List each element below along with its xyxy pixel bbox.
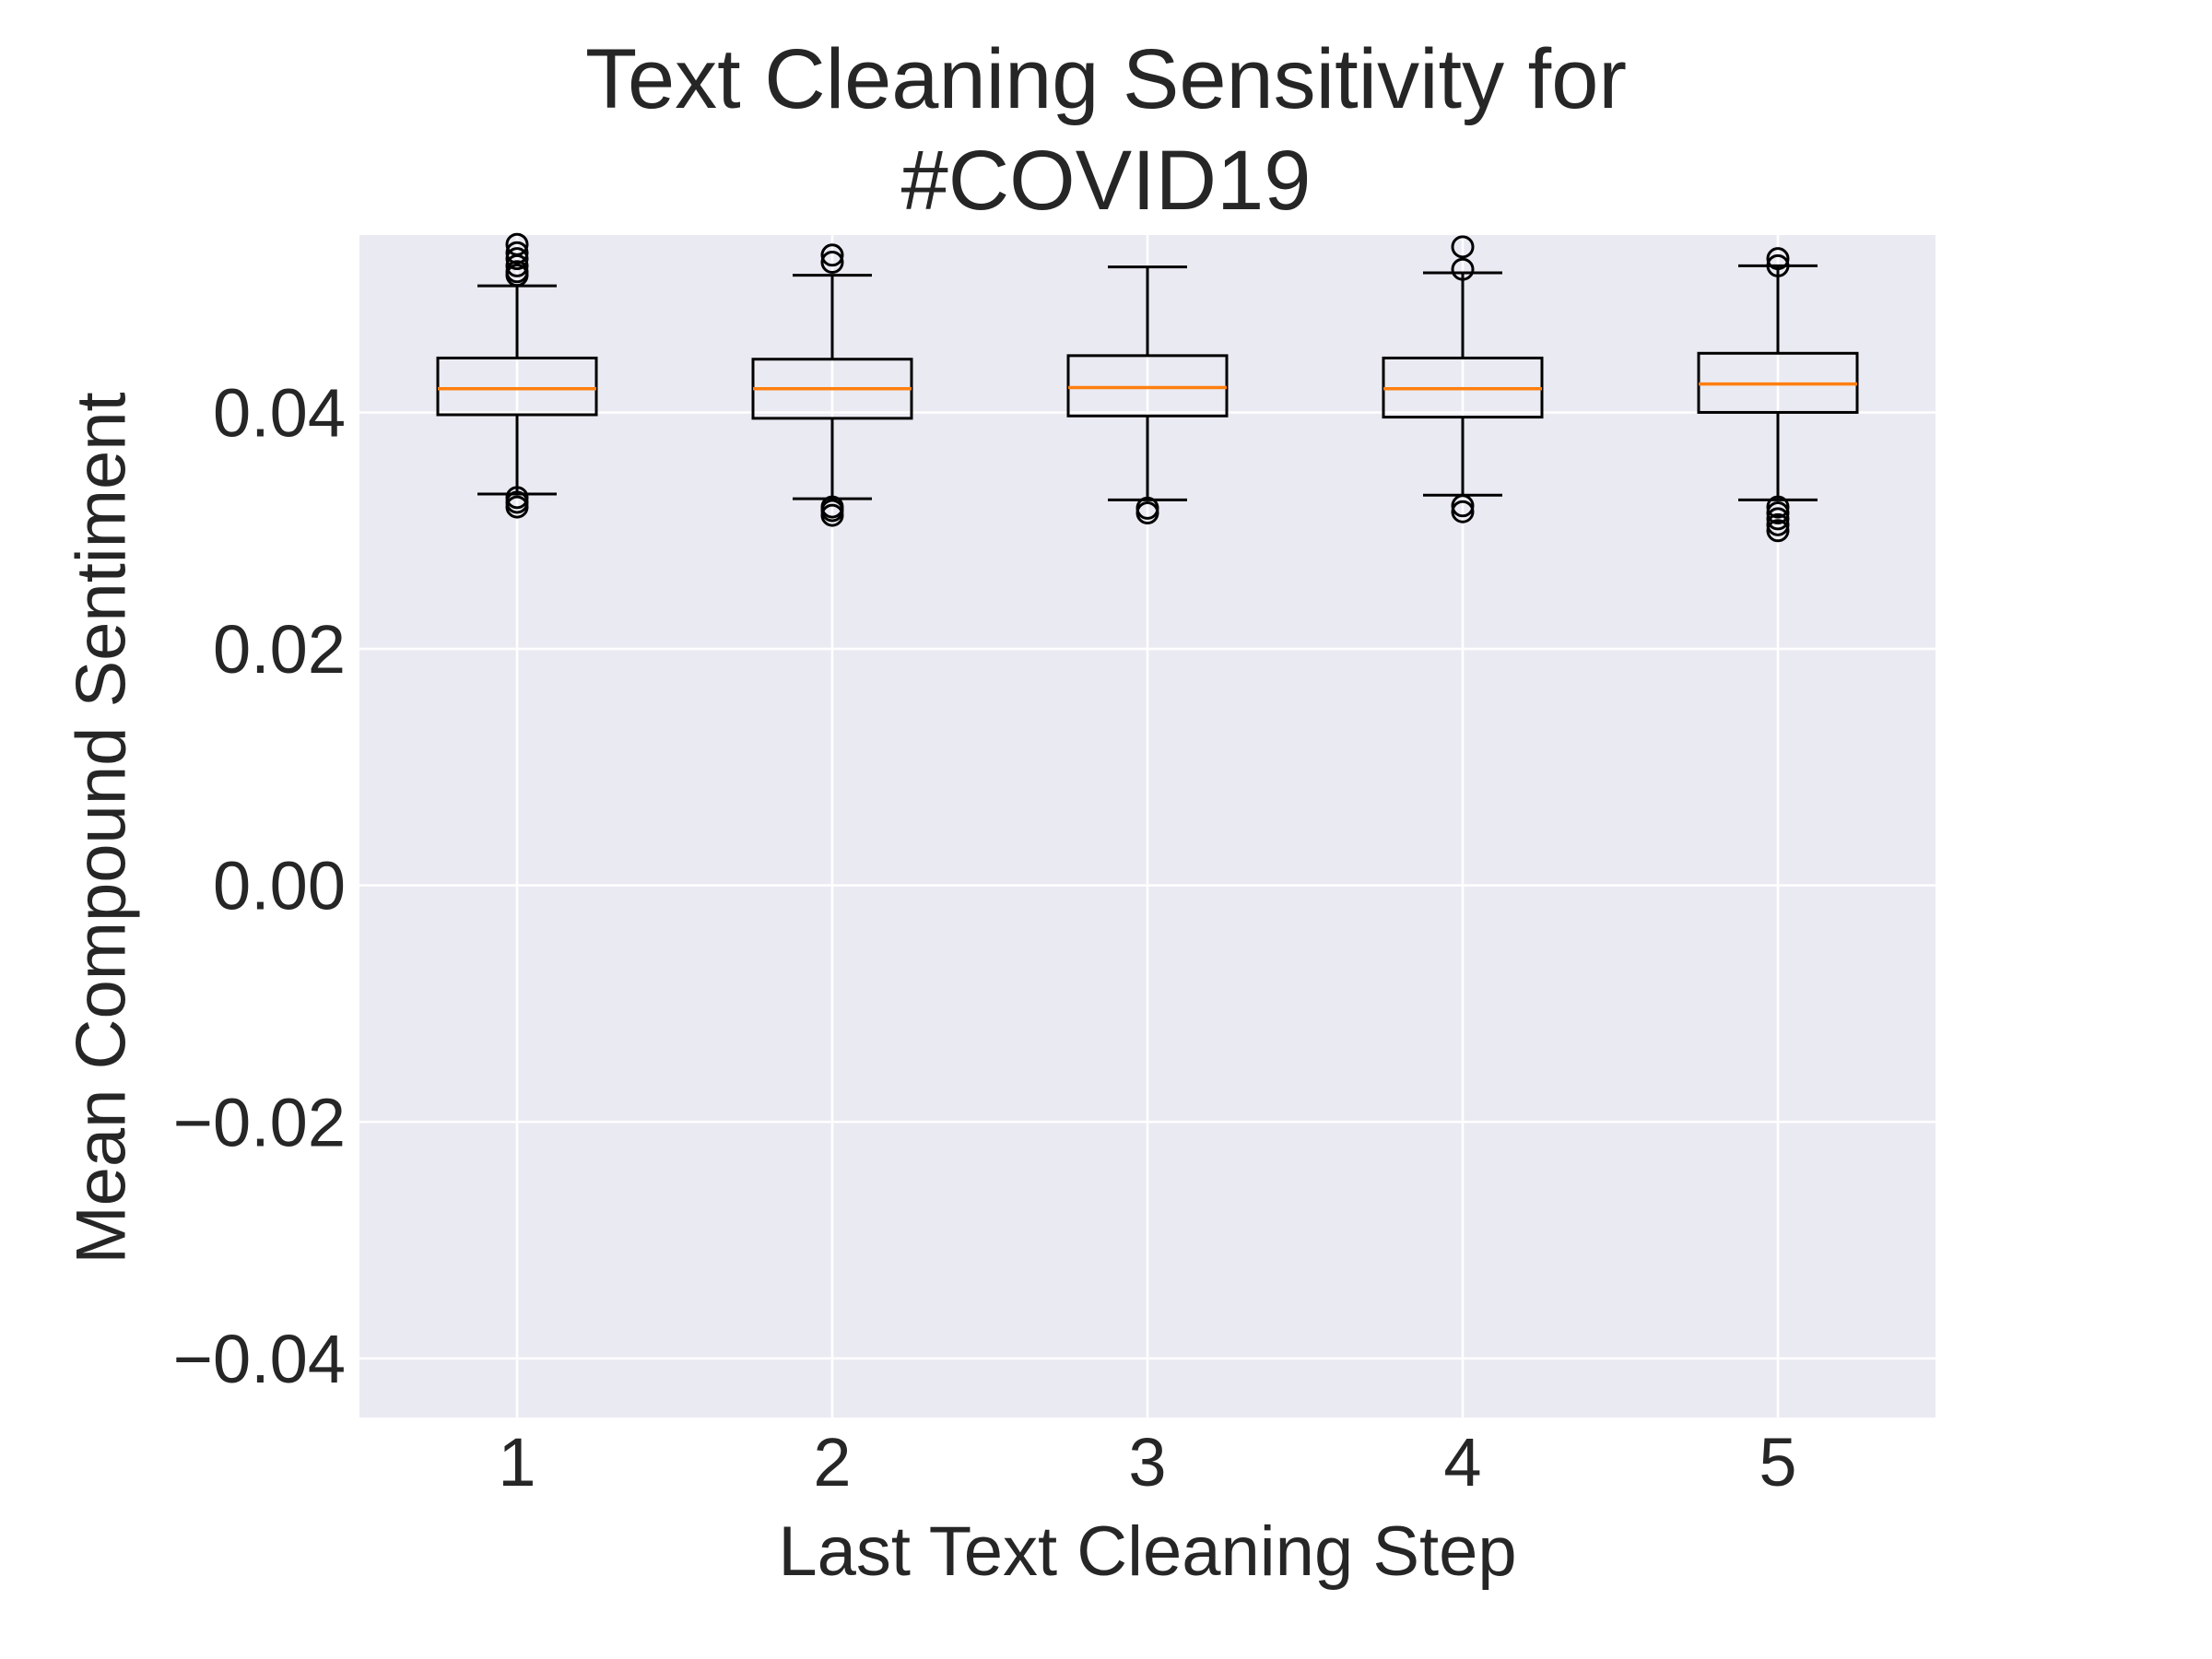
- outlier-point: [505, 232, 529, 256]
- outlier-point: [505, 241, 529, 265]
- x-tick-label: 2: [813, 1424, 851, 1500]
- outlier-point: [505, 486, 529, 510]
- y-tick-label: −0.02: [173, 1084, 346, 1160]
- outlier-point: [1135, 496, 1159, 520]
- outlier-point: [1451, 494, 1475, 518]
- y-tick-label: 0.00: [213, 848, 346, 924]
- iqr-box: [1066, 354, 1229, 418]
- chart-title-line-2: #COVID19: [900, 134, 1312, 228]
- y-axis-label: Mean Compound Sentiment: [62, 392, 141, 1265]
- outlier-point: [820, 251, 844, 275]
- outlier-point: [1766, 507, 1790, 531]
- outlier-point: [1451, 257, 1475, 281]
- outlier-point: [1766, 501, 1790, 525]
- tick-labels: −0.04 −0.02 0.00 0.02 0.04 1 2 3 4 5: [173, 374, 1797, 1500]
- outlier-point: [1766, 519, 1790, 543]
- box-2: [751, 243, 913, 527]
- outlier-point: [820, 495, 844, 519]
- boxes: [436, 232, 1859, 543]
- box-5: [1697, 247, 1859, 543]
- outlier-point: [505, 247, 529, 271]
- box-4: [1382, 235, 1544, 524]
- outlier-point: [1766, 253, 1790, 277]
- y-tick-label: 0.02: [213, 611, 346, 688]
- x-tick-label: 3: [1128, 1424, 1166, 1500]
- x-axis-label: Last Text Cleaning Step: [778, 1512, 1517, 1591]
- outlier-point: [1451, 235, 1475, 259]
- x-tick-label: 4: [1443, 1424, 1481, 1500]
- outlier-point: [1766, 512, 1790, 536]
- outlier-point: [820, 243, 844, 267]
- outlier-point: [1766, 247, 1790, 271]
- y-tick-label: 0.04: [213, 374, 346, 451]
- outlier-point: [1766, 495, 1790, 519]
- box-3: [1066, 265, 1229, 525]
- outlier-point: [1451, 500, 1475, 524]
- x-tick-label: 1: [498, 1424, 535, 1500]
- box-1: [436, 232, 598, 519]
- iqr-box: [436, 356, 598, 417]
- chart-title-line-1: Text Cleaning Sensitivity for: [584, 32, 1628, 126]
- y-tick-label: −0.04: [173, 1321, 346, 1397]
- x-tick-label: 5: [1759, 1424, 1796, 1500]
